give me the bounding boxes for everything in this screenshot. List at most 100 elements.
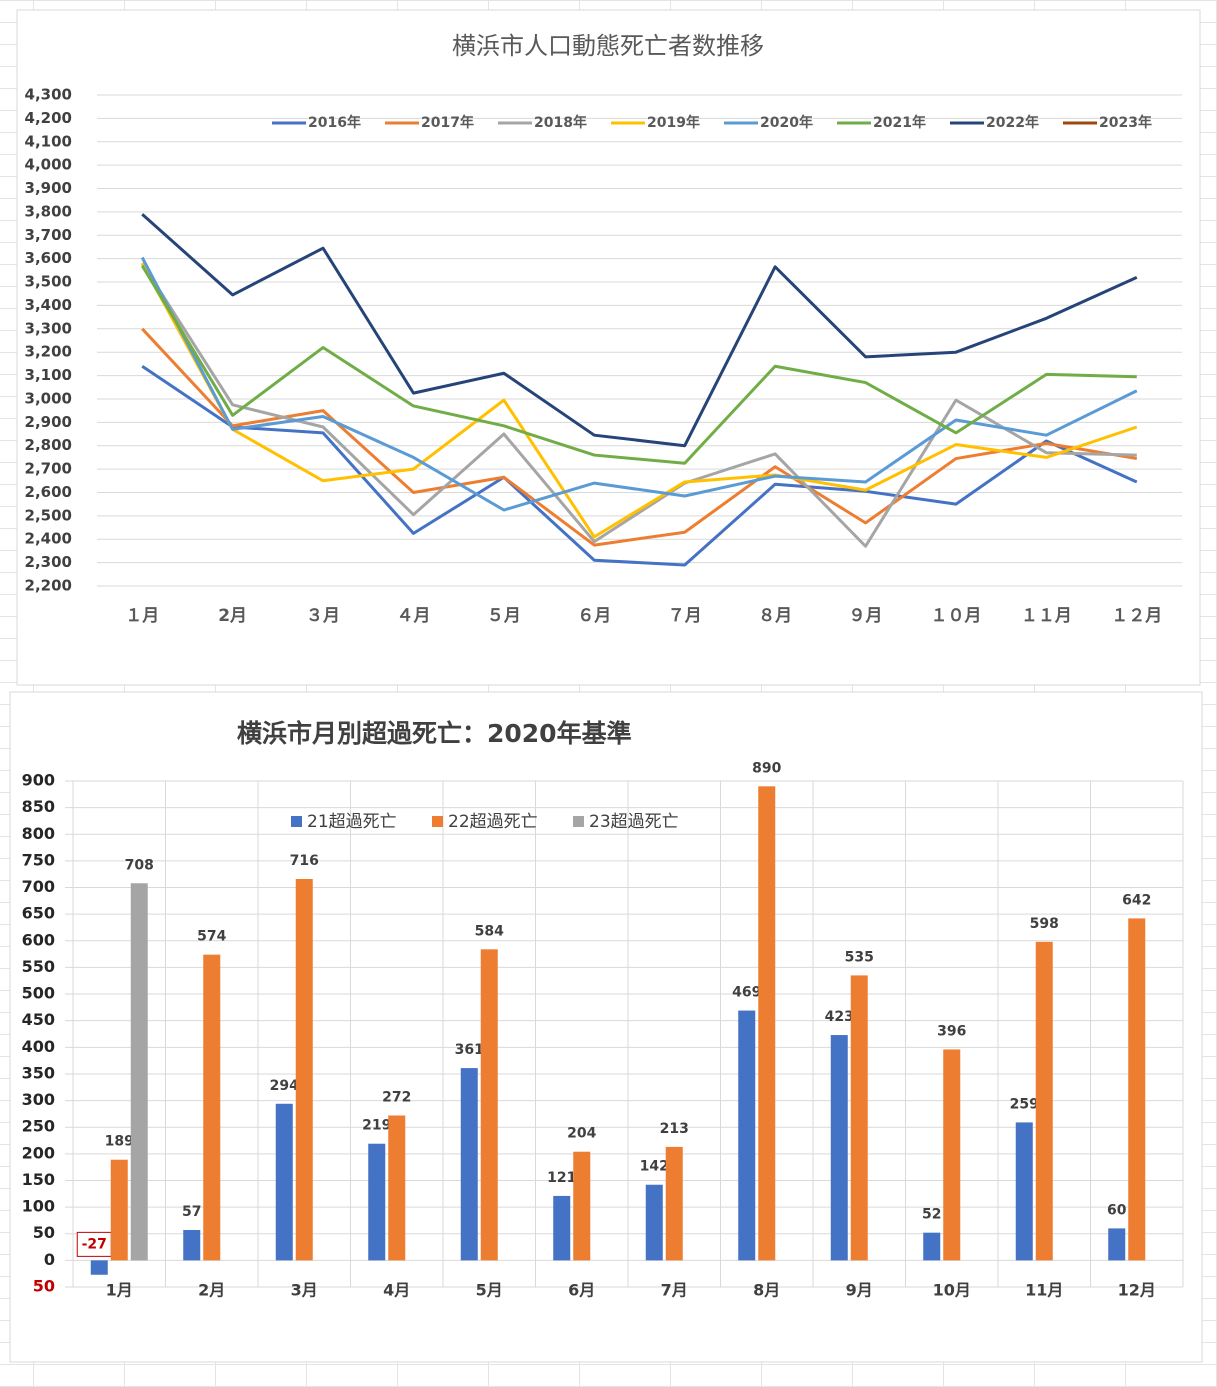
bar xyxy=(1128,918,1146,1261)
x-tick-label: 8月 xyxy=(753,1281,780,1300)
y-tick-label: 700 xyxy=(22,877,55,896)
bar xyxy=(850,975,868,1261)
y-tick-label: 500 xyxy=(22,984,55,1003)
y-tick-label: 900 xyxy=(22,771,55,790)
legend-label: 2022年 xyxy=(986,114,1039,131)
x-tick-label: 9月 xyxy=(846,1281,873,1300)
data-label: 213 xyxy=(660,1121,689,1137)
data-label: 52 xyxy=(922,1207,941,1223)
x-tick-label: ６月 xyxy=(577,606,611,626)
line xyxy=(141,213,1138,448)
y-tick-label: 750 xyxy=(22,850,55,869)
data-label: 259 xyxy=(1010,1096,1039,1112)
x-tick-label: 12月 xyxy=(1118,1281,1156,1300)
bar xyxy=(1035,941,1053,1261)
bar xyxy=(110,1159,128,1261)
y-tick-label: 2,400 xyxy=(25,530,72,548)
x-tick-label: １１月 xyxy=(1021,606,1072,626)
bar xyxy=(1015,1122,1033,1261)
y-tick-label: 300 xyxy=(22,1090,55,1109)
y-tick-label: 2,800 xyxy=(25,436,72,454)
bar xyxy=(130,883,148,1261)
data-label: 219 xyxy=(362,1118,391,1134)
data-label: 272 xyxy=(382,1089,411,1105)
data-label: 535 xyxy=(845,949,874,965)
bar xyxy=(943,1049,961,1261)
x-tick-label: ３月 xyxy=(306,606,340,626)
data-label: 142 xyxy=(640,1159,669,1175)
y-tick-label: 150 xyxy=(22,1170,55,1189)
y-tick-label: 400 xyxy=(22,1037,55,1056)
data-label: 469 xyxy=(732,985,761,1001)
y-tick-label: 4,200 xyxy=(25,109,72,127)
bar xyxy=(368,1143,386,1261)
x-tick-label: 1月 xyxy=(106,1281,133,1300)
y-tick-label: 3,500 xyxy=(25,273,72,291)
y-tick-label: 100 xyxy=(22,1197,55,1216)
data-label: 121 xyxy=(547,1170,576,1186)
x-tick-label: 4月 xyxy=(383,1281,410,1300)
bar xyxy=(295,879,313,1261)
bar xyxy=(830,1035,848,1261)
data-label: -27 xyxy=(82,1236,107,1252)
y-tick-label: 50 xyxy=(33,1223,55,1242)
data-label: 396 xyxy=(937,1023,966,1039)
data-label: 890 xyxy=(752,760,781,776)
bar xyxy=(460,1068,478,1261)
data-label: 60 xyxy=(1107,1202,1127,1218)
data-label: 642 xyxy=(1122,892,1151,908)
bar xyxy=(665,1146,683,1261)
line xyxy=(141,327,1138,547)
chart-frame xyxy=(9,691,1203,1363)
y-tick-label: 2,600 xyxy=(25,483,72,501)
y-tick-label: 3,000 xyxy=(25,389,72,407)
x-tick-label: ５月 xyxy=(487,606,521,626)
y-tick-label: 4,100 xyxy=(25,132,72,150)
y-tick-label: 2,200 xyxy=(25,577,72,595)
legend-label: 2023年 xyxy=(1099,114,1152,131)
data-label: 294 xyxy=(270,1078,299,1094)
y-tick-label: 550 xyxy=(22,957,55,976)
bar xyxy=(90,1260,108,1275)
x-tick-label: ９月 xyxy=(849,606,883,626)
bar xyxy=(1108,1228,1126,1261)
y-tick-label: 650 xyxy=(22,904,55,923)
x-tick-label: １０月 xyxy=(930,606,981,626)
bar xyxy=(275,1103,293,1261)
legend-label: 2021年 xyxy=(873,114,926,131)
bar xyxy=(738,1010,756,1261)
legend-label: 2019年 xyxy=(647,114,700,131)
bar xyxy=(573,1151,591,1261)
data-label: 423 xyxy=(825,1009,854,1025)
x-tick-label: 3月 xyxy=(291,1281,318,1300)
y-tick-label: 0 xyxy=(44,1250,55,1269)
bar xyxy=(645,1184,663,1261)
data-label: 189 xyxy=(105,1134,134,1150)
bar xyxy=(553,1195,571,1261)
x-tick-label: 11月 xyxy=(1025,1281,1063,1300)
y-tick-label: 200 xyxy=(22,1143,55,1162)
legend-label: 2020年 xyxy=(760,114,813,131)
y-tick-label: 3,400 xyxy=(25,296,72,314)
legend-swatch xyxy=(573,816,584,827)
y-tick-label: 2,500 xyxy=(25,506,72,524)
y-tick-label: 3,800 xyxy=(25,202,72,220)
y-tick-label: 4,300 xyxy=(25,86,72,104)
data-label: 708 xyxy=(125,857,154,873)
data-label: 574 xyxy=(197,929,226,945)
y-tick-label: 450 xyxy=(22,1010,55,1029)
x-tick-label: ８月 xyxy=(758,606,792,626)
line xyxy=(140,262,1137,548)
chart-frame xyxy=(16,9,1201,686)
line xyxy=(141,364,1138,567)
x-tick-label: 10月 xyxy=(933,1281,971,1300)
y-tick-label: 50 xyxy=(33,1277,55,1296)
x-tick-label: 2月 xyxy=(218,606,247,626)
x-tick-label: 6月 xyxy=(568,1281,595,1300)
data-label: 598 xyxy=(1030,916,1059,932)
y-tick-label: 3,200 xyxy=(25,343,72,361)
chart-title: 横浜市月別超過死亡：2020年基準 xyxy=(237,719,632,748)
bar xyxy=(203,954,221,1261)
y-tick-label: 3,600 xyxy=(25,249,72,267)
